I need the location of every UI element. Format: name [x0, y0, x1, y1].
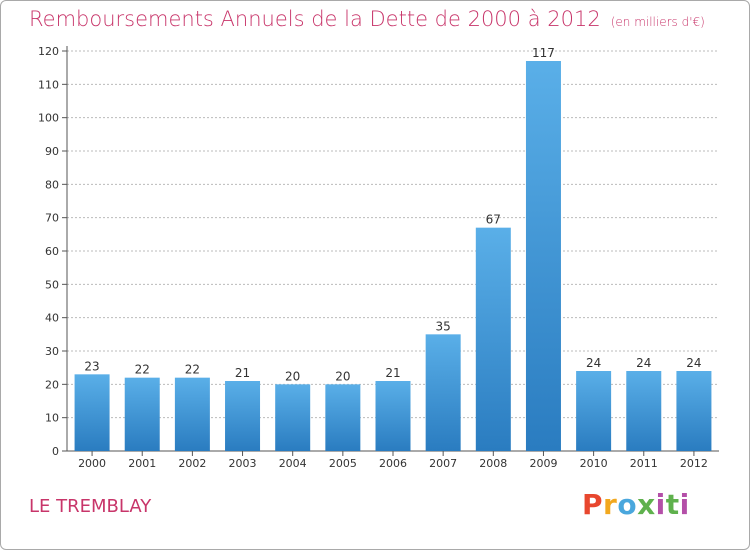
logo-letter: o — [617, 488, 638, 521]
data-label-2008: 67 — [486, 213, 501, 227]
data-label-2006: 21 — [385, 366, 400, 380]
y-tick-label: 100 — [38, 112, 59, 125]
data-label-2007: 35 — [436, 319, 451, 333]
y-tick-label: 60 — [45, 245, 59, 258]
bar-2006 — [375, 381, 411, 451]
data-label-2011: 24 — [636, 356, 651, 370]
bar-2002 — [174, 377, 210, 451]
bar-2010 — [576, 371, 612, 451]
data-label-2005: 20 — [335, 369, 350, 383]
y-tick-label: 80 — [45, 178, 59, 191]
bar-2009 — [525, 61, 561, 451]
data-label-2009: 117 — [532, 46, 555, 60]
bar-2001 — [124, 377, 160, 451]
logo-letter: t — [665, 488, 680, 521]
y-tick-label: 20 — [45, 378, 59, 391]
y-tick-label: 10 — [45, 412, 59, 425]
y-tick-label: 50 — [45, 278, 59, 291]
town-name: LE TREMBLAY — [29, 496, 152, 517]
x-tick-label-2009: 2009 — [529, 457, 557, 470]
chart-title: Remboursements Annuels de la Dette de 20… — [29, 7, 705, 31]
bar-2005 — [325, 384, 361, 451]
labels: 0 10 20 30 40 50 60 70 80 90 100 110 120 2000 23 2001 22… — [38, 45, 708, 470]
x-tick-label-2008: 2008 — [479, 457, 507, 470]
y-tick-label: 90 — [45, 145, 59, 158]
bars — [74, 61, 712, 451]
y-tick-label: 110 — [38, 78, 59, 91]
y-tick-label: 120 — [38, 45, 59, 58]
bar-2011 — [626, 371, 662, 451]
logo-letter: x — [637, 488, 656, 521]
chart-subtitle: (en milliers d'€) — [610, 15, 705, 29]
logo-letter: P — [582, 488, 604, 521]
data-label-2012: 24 — [686, 356, 701, 370]
x-tick-label-2007: 2007 — [429, 457, 457, 470]
bar-2000 — [74, 374, 110, 451]
x-tick-label-2000: 2000 — [78, 457, 106, 470]
x-tick-label-2012: 2012 — [680, 457, 708, 470]
x-tick-label-2005: 2005 — [329, 457, 357, 470]
logo-letter: r — [603, 488, 618, 521]
data-label-2003: 21 — [235, 366, 250, 380]
logo-letter: i — [679, 488, 690, 521]
bar-2012 — [676, 371, 712, 451]
x-tick-label-2010: 2010 — [580, 457, 608, 470]
x-tick-label-2006: 2006 — [379, 457, 407, 470]
bar-2008 — [475, 227, 511, 451]
data-label-2001: 22 — [135, 363, 150, 377]
y-tick-label: 0 — [52, 445, 59, 458]
x-tick-label-2001: 2001 — [128, 457, 156, 470]
bar-2004 — [275, 384, 311, 451]
x-tick-label-2003: 2003 — [229, 457, 257, 470]
title-text: Remboursements Annuels de la Dette de 20… — [29, 7, 601, 31]
x-tick-label-2002: 2002 — [178, 457, 206, 470]
data-label-2002: 22 — [185, 363, 200, 377]
grid-lines — [67, 50, 719, 419]
data-label-2010: 24 — [586, 356, 601, 370]
logo-letter: i — [655, 488, 666, 521]
data-label-2000: 23 — [84, 359, 99, 373]
y-tick-label: 70 — [45, 212, 59, 225]
bar-2003 — [225, 381, 261, 451]
proxiti-logo[interactable]: Proxiti — [582, 488, 690, 521]
x-tick-label-2011: 2011 — [630, 457, 658, 470]
y-tick-label: 40 — [45, 312, 59, 325]
bar-2007 — [425, 334, 461, 451]
x-tick-label-2004: 2004 — [279, 457, 307, 470]
data-label-2004: 20 — [285, 369, 300, 383]
y-tick-label: 30 — [45, 345, 59, 358]
